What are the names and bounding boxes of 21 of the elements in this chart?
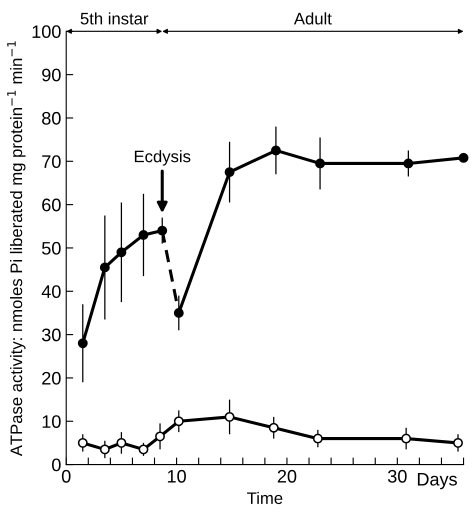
y-tick-label: 20 bbox=[42, 372, 61, 385]
y-tick-label: 70 bbox=[42, 155, 61, 168]
x-tick-label: 30 bbox=[388, 470, 407, 483]
annotation: Ecdysis bbox=[134, 150, 190, 166]
y-tick-label: 80 bbox=[42, 112, 61, 125]
y-tick-label: 60 bbox=[42, 198, 61, 212]
y-tick-label: 10 bbox=[42, 415, 61, 428]
y-tick-label: 0 bbox=[52, 458, 61, 472]
y-tick-label: 40 bbox=[42, 285, 61, 298]
text: Days bbox=[418, 473, 457, 490]
y-axis-title: ATPase activity: nmoles Pi liberated mg protein$^{−1}$ min$^{−1}$ bbox=[7, 41, 26, 456]
y-tick-label: 100 bbox=[32, 25, 61, 38]
y-tick-label: 90 bbox=[42, 68, 61, 82]
x-tick-label: 0 bbox=[62, 470, 71, 483]
y-tick-label: 50 bbox=[42, 242, 61, 255]
x-tick-label: 20 bbox=[278, 470, 296, 483]
y-tick-label: 30 bbox=[42, 328, 61, 342]
text: Adult bbox=[294, 12, 332, 25]
text: 5th instar bbox=[80, 12, 148, 25]
x-tick-label: 10 bbox=[168, 470, 186, 483]
x-axis-title: Time bbox=[247, 492, 282, 504]
